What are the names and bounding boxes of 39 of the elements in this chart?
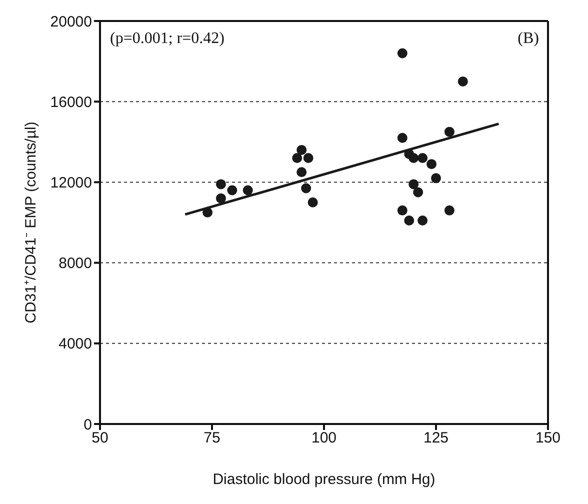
point (216, 193, 226, 204)
x-tick-label: 100 (311, 430, 337, 447)
point (296, 144, 307, 155)
point (458, 76, 468, 86)
annotation: (p=0.001; r=0.42) (110, 30, 224, 48)
point (397, 205, 408, 216)
point (426, 159, 437, 170)
point (303, 153, 314, 164)
point (413, 187, 424, 198)
x-tick-label: 125 (423, 430, 449, 447)
point (397, 48, 408, 58)
point (296, 167, 307, 178)
point (404, 215, 414, 226)
y-tick-label: 16000 (50, 94, 92, 111)
annotation: (B) (518, 30, 539, 48)
point (444, 205, 454, 216)
point (397, 132, 408, 143)
y-tick-label: 0 (84, 416, 92, 434)
y-tick-label: 4000 (58, 336, 92, 353)
point (242, 185, 253, 196)
point (431, 173, 441, 184)
point (292, 153, 302, 164)
point (408, 179, 419, 190)
point (216, 179, 226, 190)
y-tick-label: 12000 (50, 174, 92, 192)
x-tick-label: 50 (92, 430, 108, 447)
y-axis-title: CD31⁺/CD41⁻ EMP (counts/µl) (22, 122, 40, 324)
point (301, 183, 312, 194)
y-tick-label: 20000 (50, 13, 92, 30)
x-axis-title: Diastolic blood pressure (mm Hg) (212, 471, 436, 488)
point (408, 153, 419, 164)
x-tick-label: 75 (204, 430, 220, 447)
point (418, 215, 428, 226)
point (227, 185, 238, 196)
point (444, 126, 454, 137)
point (308, 197, 318, 208)
x-tick-label: 150 (535, 430, 561, 447)
point (418, 153, 428, 164)
y-tick-label: 8000 (58, 255, 92, 272)
